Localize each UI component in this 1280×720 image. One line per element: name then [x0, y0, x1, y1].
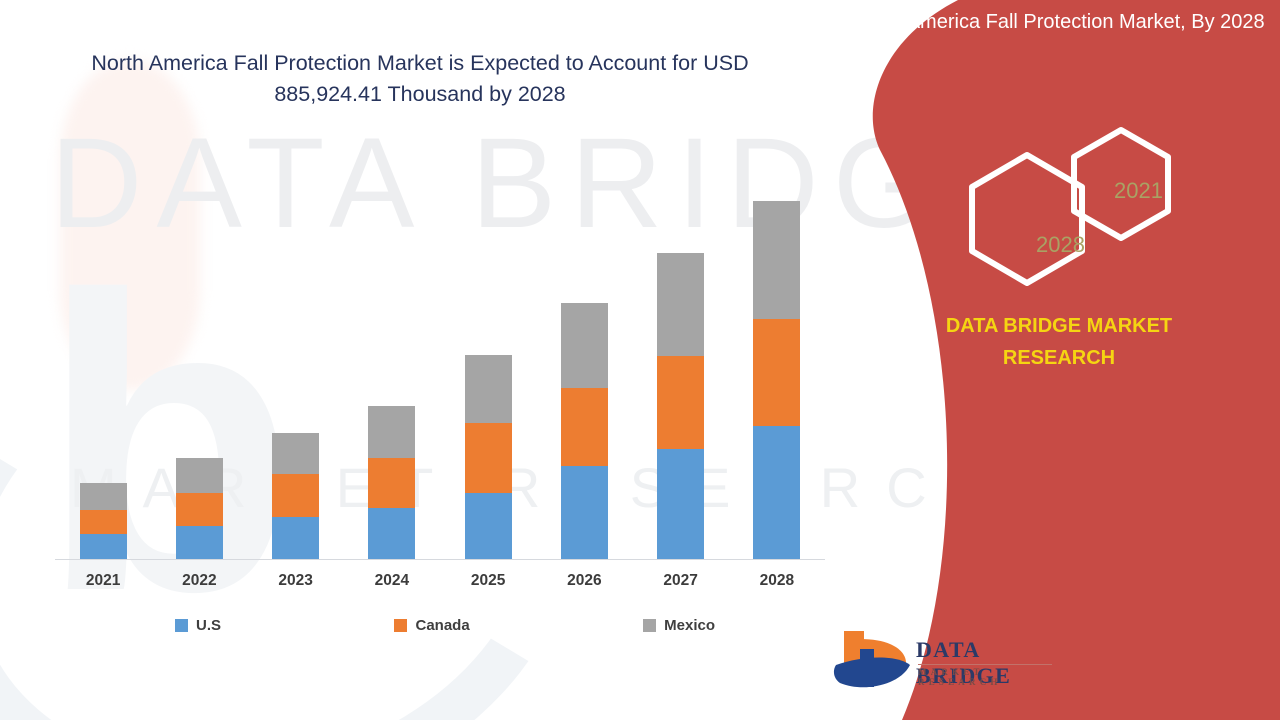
x-axis-label-2023: 2023: [278, 572, 313, 589]
chart-plot-area: [55, 150, 825, 560]
hexagon-label-2028: 2028: [1036, 232, 1085, 257]
bar-segment-US-2021[interactable]: [79, 534, 127, 559]
right-panel-content: North America Fall Protection Market, By…: [820, 0, 1280, 720]
red-panel-shape: [872, 0, 1280, 720]
bar-segment-Canada-2027[interactable]: [657, 356, 705, 449]
legend-label: U.S: [196, 617, 222, 634]
bar-group: [440, 150, 536, 559]
bar-segment-Mexico-2026[interactable]: [560, 303, 608, 388]
bar-series-container: [55, 150, 825, 559]
logo-tagline: MARKET RESEARCH: [918, 667, 1002, 687]
bar-segment-Canada-2026[interactable]: [560, 388, 608, 466]
bar-segment-Canada-2021[interactable]: [79, 510, 127, 534]
x-axis-label-2025: 2025: [470, 572, 506, 589]
bar-segment-US-2022[interactable]: [175, 526, 223, 559]
legend-item-Mexico[interactable]: Mexico: [643, 617, 715, 634]
x-axis-labels: 2021 2022 2023 2024 2025 2026 2027 2028: [55, 572, 825, 590]
bar-group: [55, 150, 151, 559]
bar-segment-US-2026[interactable]: [560, 466, 608, 559]
bar-segment-Canada-2024[interactable]: [368, 458, 416, 508]
bar-stack-2021[interactable]: [79, 483, 127, 559]
legend-swatch-icon: [643, 619, 657, 632]
legend-label: Canada: [415, 617, 470, 634]
legend-label: Mexico: [664, 617, 715, 634]
hexagon-badges: 2021 2028: [950, 118, 1250, 308]
bar-stack-2022[interactable]: [175, 458, 223, 559]
bar-segment-US-2023[interactable]: [272, 517, 320, 559]
bar-stack-2024[interactable]: [368, 406, 416, 559]
bar-stack-2028[interactable]: [753, 201, 801, 559]
logo-wordmark: DATA BRIDGE: [916, 637, 1012, 688]
x-axis-label-2022: 2022: [182, 572, 217, 589]
logo-mark-icon: [833, 631, 910, 688]
bar-stack-2026[interactable]: [560, 303, 608, 559]
brand-name-line2: RESEARCH: [1002, 347, 1116, 369]
brand-name: DATA BRIDGE MARKET RESEARCH: [844, 310, 1274, 374]
bar-segment-Mexico-2023[interactable]: [272, 433, 320, 474]
legend-item-US[interactable]: U.S: [175, 617, 221, 634]
x-axis-label-2028: 2028: [759, 572, 795, 589]
x-axis-label-2027: 2027: [663, 572, 698, 589]
logo-divider: [918, 664, 1052, 665]
right-panel: North America Fall Protection Market, By…: [820, 0, 1280, 720]
bar-group: [729, 150, 825, 559]
legend-item-Canada[interactable]: Canada: [394, 617, 470, 634]
company-logo: DATA BRIDGE MARKET RESEARCH: [830, 625, 1060, 697]
bar-segment-Canada-2028[interactable]: [753, 319, 801, 426]
x-axis-label-2024: 2024: [374, 572, 410, 589]
bar-segment-US-2027[interactable]: [657, 449, 705, 559]
bar-segment-Mexico-2024[interactable]: [368, 406, 416, 458]
x-axis-label-2026: 2026: [567, 572, 602, 589]
bar-group: [151, 150, 247, 559]
x-axis-label-2021: 2021: [85, 572, 121, 589]
legend-swatch-icon: [394, 619, 408, 632]
bar-segment-Mexico-2027[interactable]: [657, 253, 705, 356]
hexagon-2028-outline: [969, 152, 1085, 286]
bar-segment-Canada-2025[interactable]: [464, 423, 512, 493]
bar-stack-2025[interactable]: [464, 355, 512, 559]
bar-segment-US-2024[interactable]: [368, 508, 416, 559]
bar-group: [248, 150, 344, 559]
bar-segment-Mexico-2022[interactable]: [175, 458, 223, 493]
legend-swatch-icon: [175, 619, 188, 632]
bar-segment-US-2025[interactable]: [464, 493, 512, 559]
brand-name-line1: DATA BRIDGE MARKET: [945, 315, 1173, 337]
page-title: North America Fall Protection Market is …: [91, 51, 749, 106]
x-axis-line: [55, 559, 825, 560]
bar-segment-US-2028[interactable]: [753, 426, 801, 559]
bar-segment-Canada-2023[interactable]: [272, 474, 320, 517]
hexagon-2021-outline: [1071, 127, 1171, 241]
hexagon-outlines: [969, 127, 1171, 286]
bar-stack-2027[interactable]: [657, 253, 705, 559]
bar-group: [633, 150, 729, 559]
bar-group: [536, 150, 632, 559]
bar-segment-Mexico-2021[interactable]: [79, 483, 127, 510]
right-panel-title: North America Fall Protection Market, By…: [853, 11, 1265, 33]
hexagon-label-2021: 2021: [1114, 178, 1163, 203]
bar-stack-2023[interactable]: [272, 433, 320, 559]
bar-group: [344, 150, 440, 559]
bar-segment-Canada-2022[interactable]: [175, 493, 223, 526]
bar-segment-Mexico-2025[interactable]: [464, 355, 512, 423]
chart-legend: U.S Canada Mexico: [175, 617, 715, 634]
bar-segment-Mexico-2028[interactable]: [753, 201, 801, 319]
